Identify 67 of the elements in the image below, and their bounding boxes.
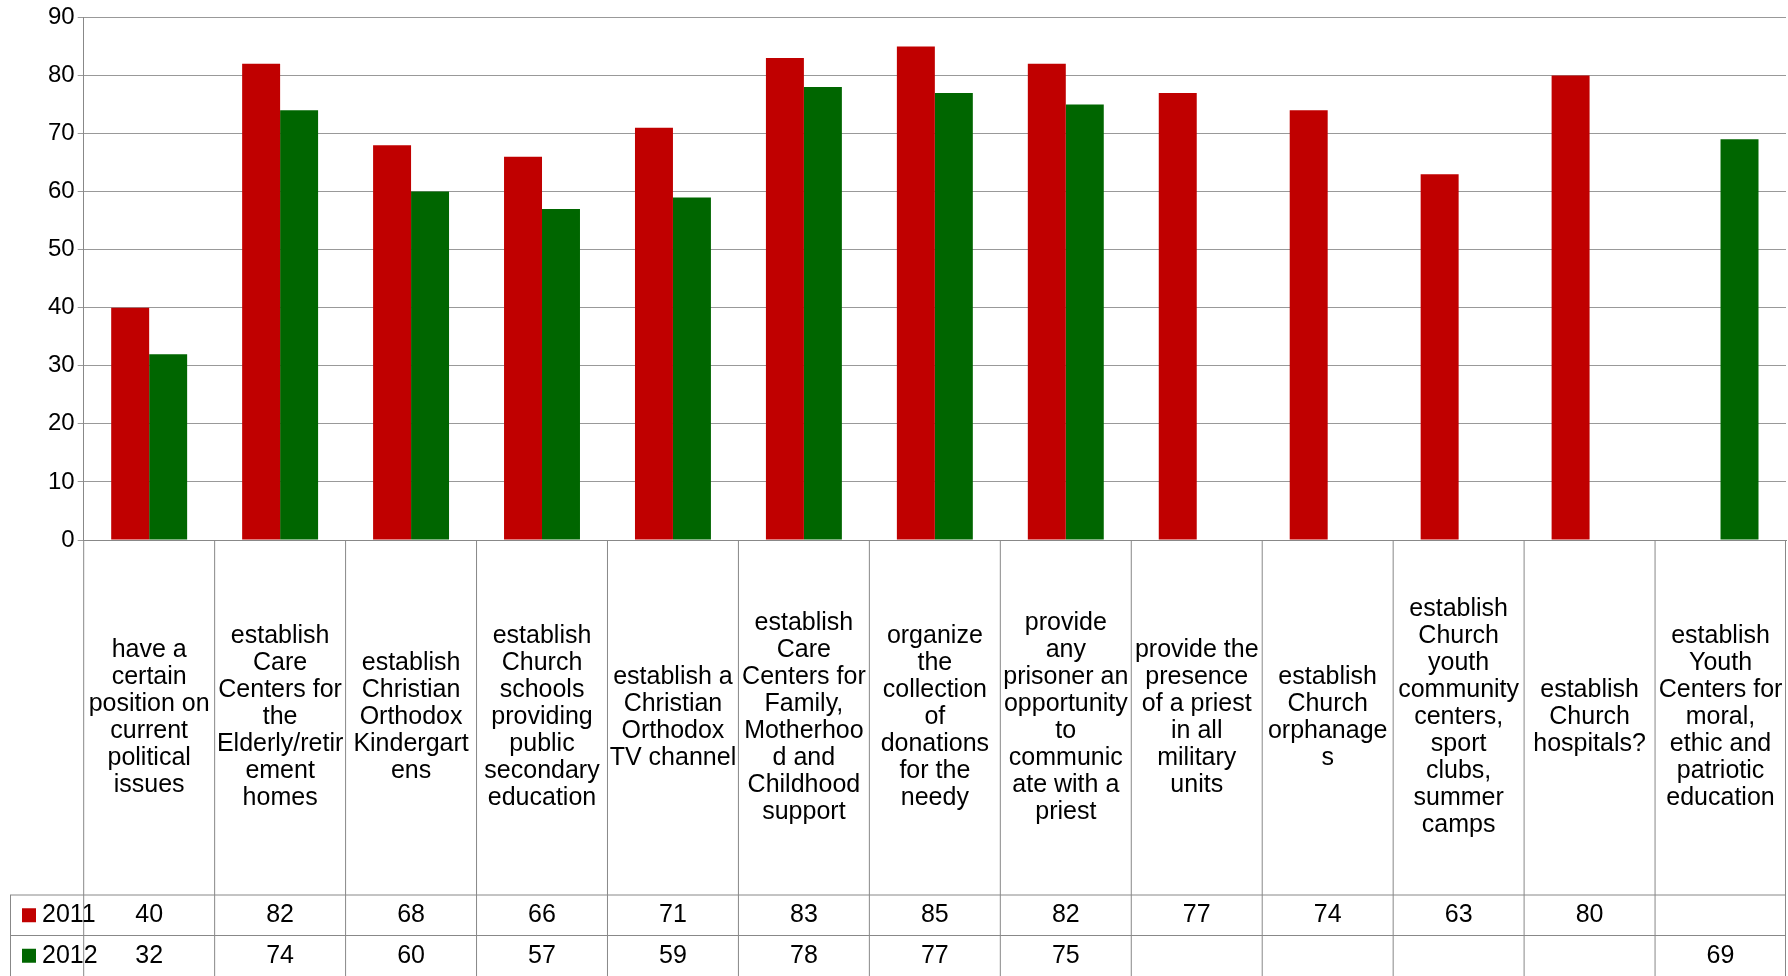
y-tick-label: 40 <box>47 292 75 320</box>
bar <box>242 63 281 540</box>
bar <box>542 209 580 540</box>
bar <box>1289 110 1328 540</box>
bar <box>1551 75 1590 540</box>
x-tick-label: provide any prisoner an opportunity to communicate with a priest <box>1003 606 1129 824</box>
data-label: 77 <box>1182 899 1211 928</box>
data-label: 57 <box>528 939 556 968</box>
x-tick-label: organize the collection of donations for the needy <box>880 620 990 811</box>
bar <box>411 191 450 540</box>
y-tick-label: 60 <box>47 176 75 204</box>
y-tick-label: 70 <box>47 118 75 146</box>
bar <box>1720 139 1759 540</box>
data-label: 74 <box>266 939 295 968</box>
bar <box>634 127 673 540</box>
x-tick-label: establish Church hospitals? <box>1533 674 1646 757</box>
data-label: 85 <box>920 899 949 928</box>
legend-label: 2011 <box>42 899 96 928</box>
y-tick-label: 0 <box>61 524 75 552</box>
data-label: 68 <box>397 899 425 928</box>
x-tick-label: have a certain position on current political issues <box>88 633 210 797</box>
x-tick-label: establish Church orphanages <box>1267 660 1388 770</box>
bar <box>373 145 412 540</box>
data-label: 59 <box>659 939 687 968</box>
data-label: 40 <box>135 899 164 928</box>
data-label: 75 <box>1051 939 1080 968</box>
legend-label: 2012 <box>42 939 98 968</box>
bar <box>1420 174 1459 540</box>
data-label: 78 <box>789 939 818 968</box>
y-tick-label: 90 <box>47 2 75 30</box>
y-tick-label: 80 <box>47 60 75 88</box>
y-tick-label: 30 <box>47 350 75 378</box>
x-tick-label: establish Christian Orthodox Kindergartens <box>353 647 469 784</box>
data-label: 80 <box>1575 899 1604 928</box>
bar <box>934 92 973 540</box>
y-tick-label: 50 <box>47 234 75 262</box>
y-tick-label: 20 <box>47 408 75 436</box>
bar <box>803 87 842 540</box>
bar <box>111 307 150 540</box>
data-label: 77 <box>920 939 949 968</box>
bar <box>280 110 319 540</box>
bar <box>504 156 543 540</box>
y-tick-label: 10 <box>47 466 75 494</box>
data-label: 74 <box>1313 899 1342 928</box>
data-label: 63 <box>1444 899 1473 928</box>
bar <box>1027 63 1066 540</box>
x-tick-label: establish Youth Centers for moral, ethic and patriotic education <box>1658 620 1783 811</box>
bar <box>896 46 935 540</box>
data-label: 60 <box>397 939 425 968</box>
data-label: 82 <box>266 899 295 928</box>
data-label: 71 <box>659 899 687 928</box>
x-tick-label: provide the presence of a priest in all military units <box>1134 633 1259 797</box>
x-tick-label: establish a Christian Orthodox TV channel <box>609 660 737 770</box>
x-tick-label: establish Care Centers for Family, Motherhood and Childhood support <box>742 606 866 824</box>
category-label: establish Church youth community centers, sport clubs, summer camps <box>1398 593 1520 838</box>
x-tick-label: establish Church schools providing public secondary education <box>484 620 601 811</box>
x-tick-label: establish Care Centers for the Elderly/retirement homes <box>216 620 344 811</box>
data-label: 83 <box>789 899 818 928</box>
data-label: 69 <box>1706 939 1735 968</box>
bar <box>149 354 188 540</box>
data-label: 66 <box>528 899 556 928</box>
bar <box>1065 104 1104 540</box>
data-label: 32 <box>135 939 164 968</box>
bar <box>765 58 804 540</box>
bar <box>672 197 711 540</box>
bar <box>1158 92 1197 540</box>
data-label: 82 <box>1051 899 1080 928</box>
